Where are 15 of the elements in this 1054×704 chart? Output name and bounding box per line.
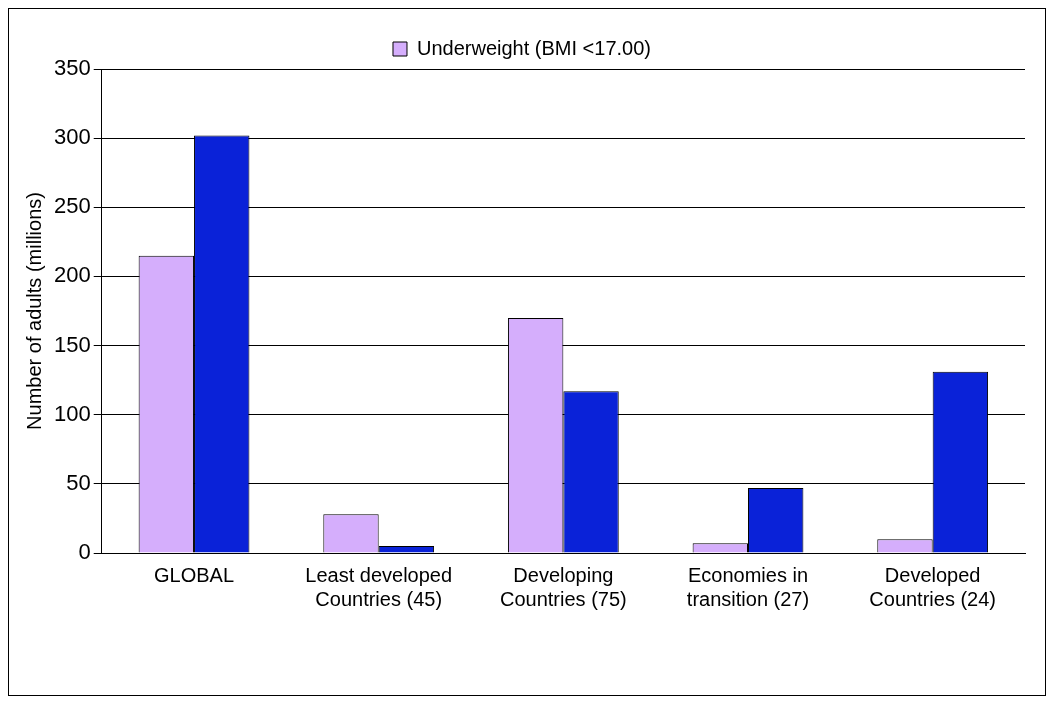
y-tick-label: 350: [53, 55, 91, 81]
y-tick-label: 100: [53, 400, 91, 426]
legend-label: Underweight (BMI <17.00): [417, 36, 652, 59]
y-tick-label: 150: [53, 331, 91, 357]
y-axis-title: Number of adults (millions): [22, 192, 45, 430]
y-tick-label: 50: [66, 469, 91, 495]
x-tick-label: Least developed Countries (45): [305, 563, 453, 610]
x-tick-label: Developing Countries (75): [499, 563, 627, 610]
x-tick-label: Economies in transition (27): [686, 563, 810, 610]
x-tick-label: GLOBAL: [154, 563, 235, 586]
y-tick-label: 300: [53, 124, 91, 150]
y-tick-label: 0: [78, 539, 91, 565]
x-tick-label: Developed Countries (24): [869, 563, 997, 610]
y-tick-label: 250: [53, 193, 91, 219]
y-tick-label: 200: [53, 262, 91, 288]
